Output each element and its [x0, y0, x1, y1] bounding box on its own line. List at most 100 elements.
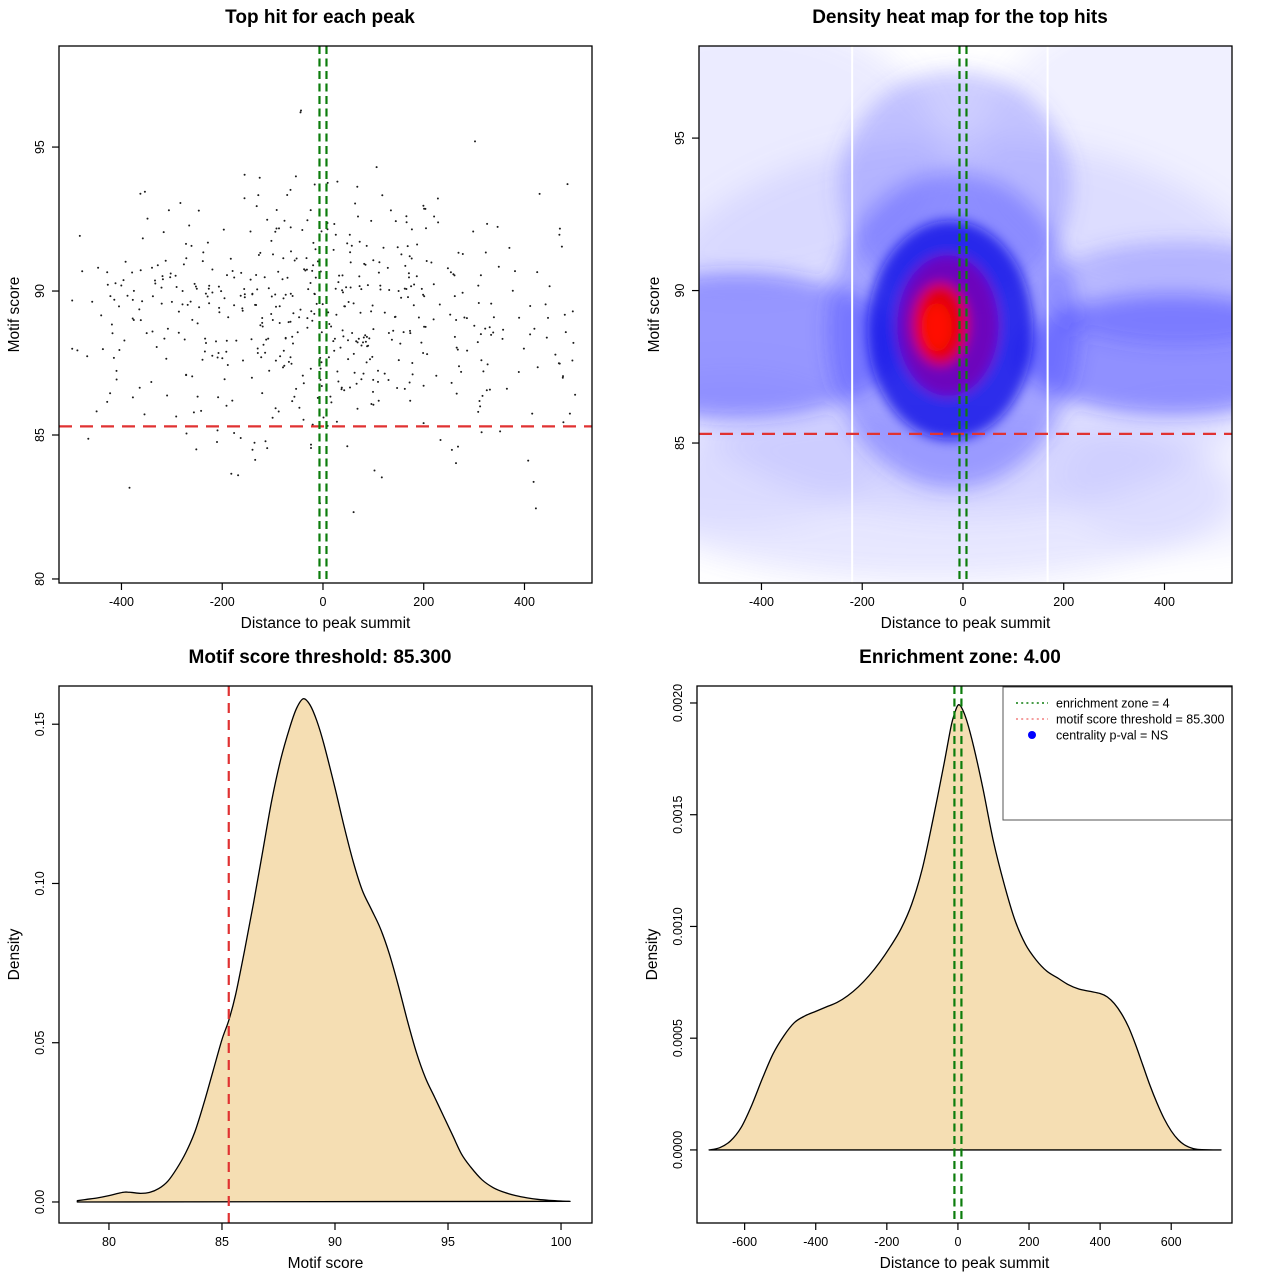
- data-point: [396, 387, 399, 389]
- data-point: [190, 244, 193, 247]
- data-point: [253, 441, 256, 444]
- data-point: [188, 224, 191, 227]
- data-point: [118, 349, 121, 351]
- data-point: [278, 322, 281, 324]
- data-point: [181, 290, 184, 292]
- data-point: [221, 357, 224, 360]
- plot-box: [698, 45, 1233, 584]
- x-tick-label: 95: [441, 1235, 455, 1249]
- data-point: [378, 261, 381, 264]
- motif-density-title: Motif score threshold: 85.300: [188, 647, 452, 668]
- data-point: [354, 202, 357, 205]
- data-point: [154, 279, 156, 282]
- data-point: [397, 359, 400, 362]
- data-point: [557, 362, 560, 365]
- data-point: [122, 279, 125, 282]
- data-point: [270, 313, 273, 315]
- data-point: [251, 292, 254, 295]
- points-layer: [71, 109, 577, 514]
- data-point: [360, 378, 363, 381]
- data-point: [192, 411, 195, 414]
- data-point: [310, 443, 312, 446]
- data-point: [518, 316, 521, 319]
- data-point: [113, 298, 116, 301]
- data-point: [408, 255, 411, 258]
- data-point: [336, 370, 339, 373]
- data-point: [177, 331, 180, 334]
- data-point: [408, 381, 411, 384]
- data-point: [274, 293, 277, 296]
- data-point: [254, 458, 257, 461]
- data-point: [78, 234, 81, 237]
- data-point: [332, 248, 335, 251]
- data-point: [255, 274, 258, 276]
- data-point: [76, 349, 79, 352]
- data-point: [143, 413, 146, 416]
- data-point: [450, 381, 453, 384]
- data-point: [306, 317, 309, 320]
- data-point: [366, 345, 369, 348]
- data-point: [223, 378, 226, 381]
- data-point: [262, 343, 265, 346]
- data-point: [337, 380, 340, 383]
- legend-entry: motif score threshold = 85.300: [1016, 713, 1225, 727]
- data-point: [460, 370, 463, 373]
- data-point: [206, 295, 209, 298]
- x-tick-label: 0: [960, 595, 967, 609]
- data-point: [257, 254, 260, 256]
- data-point: [461, 291, 464, 294]
- data-point: [422, 384, 425, 387]
- data-point: [260, 356, 263, 359]
- data-point: [333, 337, 336, 340]
- data-point: [109, 392, 112, 395]
- data-point: [417, 316, 420, 319]
- data-point: [371, 304, 374, 307]
- data-point: [381, 194, 384, 197]
- motif-density-canvas: 80 85 90 95 100 0.00 0.05 0.10 0.15 Motif score De…: [6, 685, 593, 1272]
- data-point: [558, 227, 561, 230]
- data-point: [377, 399, 380, 402]
- data-point: [290, 362, 293, 365]
- data-point: [433, 215, 436, 218]
- data-point: [424, 325, 427, 328]
- data-point: [532, 480, 535, 483]
- data-point: [372, 328, 375, 331]
- y-axis-label: Density: [6, 928, 23, 980]
- data-point: [194, 285, 197, 288]
- data-point: [146, 217, 149, 220]
- data-point: [311, 319, 314, 322]
- data-point: [177, 310, 180, 313]
- distance-density-title: Enrichment zone: 4.00: [859, 647, 1061, 668]
- data-point: [342, 335, 345, 338]
- data-point: [243, 197, 246, 200]
- data-point: [362, 336, 365, 339]
- data-point: [386, 266, 389, 269]
- data-point: [204, 337, 207, 340]
- data-point: [312, 241, 315, 244]
- data-point: [126, 294, 129, 297]
- data-point: [292, 342, 294, 345]
- y-axis: 80 85 90 95: [33, 140, 59, 586]
- y-tick-label: 0.05: [33, 1031, 47, 1055]
- data-point: [358, 275, 361, 278]
- data-point: [217, 285, 220, 288]
- data-point: [91, 300, 94, 303]
- data-point: [505, 387, 508, 390]
- data-point: [465, 317, 468, 320]
- data-point: [283, 219, 286, 222]
- data-point: [185, 242, 187, 245]
- heatmap-panel: Density heat map for the top hits -400 -2…: [640, 0, 1280, 640]
- x-tick-label: -600: [732, 1235, 757, 1249]
- data-point: [263, 276, 266, 279]
- data-point: [457, 445, 459, 448]
- data-point: [406, 245, 409, 248]
- data-point: [320, 385, 323, 387]
- data-point: [435, 374, 438, 377]
- white-gridline: [1046, 46, 1049, 583]
- data-point: [387, 332, 390, 334]
- data-point: [377, 271, 380, 274]
- x-tick-label: -400: [109, 595, 134, 609]
- data-point: [333, 349, 336, 352]
- data-point: [450, 448, 453, 451]
- data-point: [407, 296, 409, 299]
